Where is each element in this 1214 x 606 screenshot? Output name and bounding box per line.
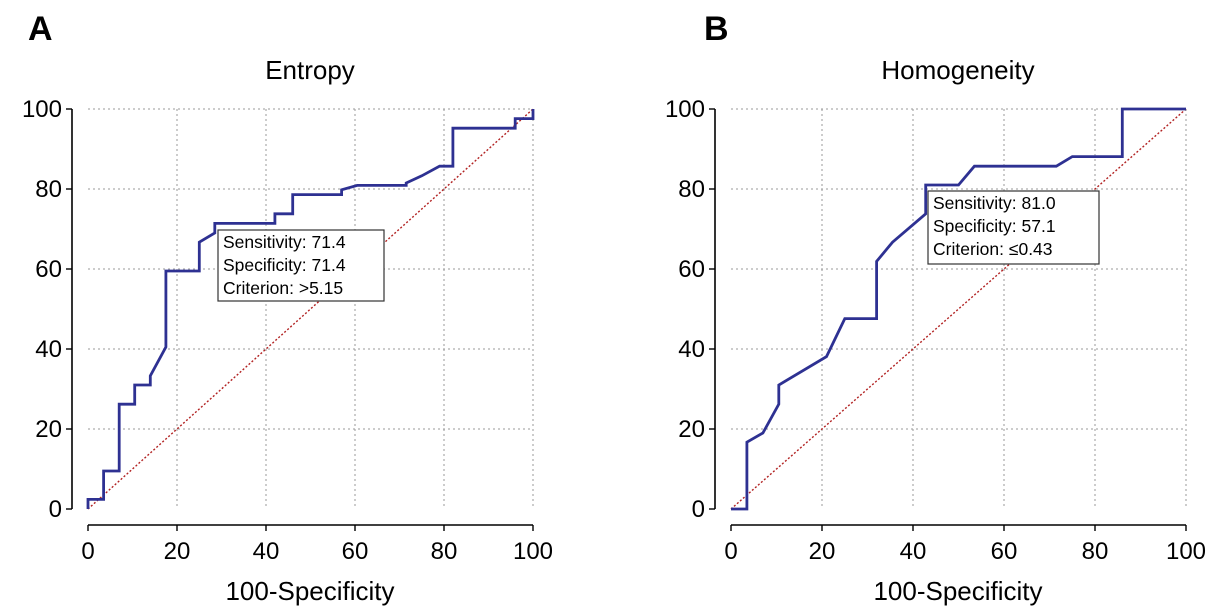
panel-a-roc-curve bbox=[86, 109, 535, 509]
panel-b-annotation: Sensitivity: 81.0 Specificity: 57.1 Crit… bbox=[927, 190, 1100, 265]
panel-b-reference-diagonal bbox=[730, 108, 1187, 510]
panel-a-annotation-sensitivity: Sensitivity: 71.4 bbox=[223, 232, 346, 252]
panel-b-x-tick-label-20: 20 bbox=[809, 538, 836, 565]
panel-a-y-tick-label-40: 40 bbox=[35, 336, 62, 363]
panel-a: A Entropy 100-Specificity 0 20 40 60 80 100 0 2… bbox=[22, 10, 553, 606]
panel-a-annotation-box bbox=[217, 229, 385, 302]
panel-b-y-tick-label-60: 60 bbox=[678, 256, 705, 283]
panel-a-y-tick-label-0: 0 bbox=[49, 496, 62, 523]
panel-a-x-tick-label-40: 40 bbox=[253, 538, 280, 565]
panel-a-y-tick-label-80: 80 bbox=[35, 176, 62, 203]
panel-a-y-tick-label-60: 60 bbox=[35, 256, 62, 283]
panel-b-plot-area: 0 20 40 60 80 100 0 20 40 60 80 100 bbox=[665, 96, 1206, 565]
panel-b-title: Homogeneity bbox=[881, 55, 1034, 85]
panel-b-annotation-sensitivity: Sensitivity: 81.0 bbox=[933, 193, 1056, 213]
panel-a-x-tick-label-80: 80 bbox=[431, 538, 458, 565]
panel-a-x-tick-label-100: 100 bbox=[513, 538, 553, 565]
panel-b: B Homogeneity 100-Specificity 0 20 40 60 80 1… bbox=[665, 10, 1206, 606]
panel-b-x-tick-label-40: 40 bbox=[900, 538, 927, 565]
panel-b-x-tick-label-80: 80 bbox=[1082, 538, 1109, 565]
panel-b-annotation-criterion: Criterion: ≤0.43 bbox=[933, 239, 1053, 259]
panel-a-y-tick-label-100: 100 bbox=[22, 96, 62, 123]
panel-a-x-tick-label-0: 0 bbox=[81, 538, 94, 565]
panel-b-annotation-box bbox=[927, 190, 1100, 265]
panel-b-letter: B bbox=[704, 10, 729, 48]
panel-a-annotation-criterion: Criterion: >5.15 bbox=[223, 278, 343, 298]
panel-b-y-tick-label-0: 0 bbox=[692, 496, 705, 523]
panel-b-y-tick-label-100: 100 bbox=[665, 96, 705, 123]
panel-a-y-tick-label-20: 20 bbox=[35, 416, 62, 443]
panel-b-x-tick-label-60: 60 bbox=[991, 538, 1018, 565]
panel-a-reference-diagonal bbox=[87, 108, 534, 510]
panel-b-roc-curve bbox=[731, 107, 1186, 511]
panel-a-annotation-specificity: Specificity: 71.4 bbox=[223, 255, 346, 275]
panel-a-letter: A bbox=[28, 10, 53, 48]
panel-a-plot-area: 0 20 40 60 80 100 0 20 40 60 80 100 bbox=[22, 96, 553, 565]
panel-b-y-tick-label-20: 20 bbox=[678, 416, 705, 443]
panel-b-annotation-specificity: Specificity: 57.1 bbox=[933, 216, 1056, 236]
panel-b-y-tick-label-40: 40 bbox=[678, 336, 705, 363]
panel-a-annotation: Sensitivity: 71.4 Specificity: 71.4 Crit… bbox=[217, 229, 385, 302]
panel-b-x-tick-label-0: 0 bbox=[724, 538, 737, 565]
panel-a-title: Entropy bbox=[265, 55, 355, 85]
panel-b-x-axis-label: 100-Specificity bbox=[873, 576, 1042, 606]
panel-b-y-tick-label-80: 80 bbox=[678, 176, 705, 203]
panel-a-x-tick-label-60: 60 bbox=[342, 538, 369, 565]
panel-b-x-tick-label-100: 100 bbox=[1166, 538, 1206, 565]
panel-a-x-tick-label-20: 20 bbox=[164, 538, 191, 565]
panel-a-x-axis-label: 100-Specificity bbox=[225, 576, 394, 606]
